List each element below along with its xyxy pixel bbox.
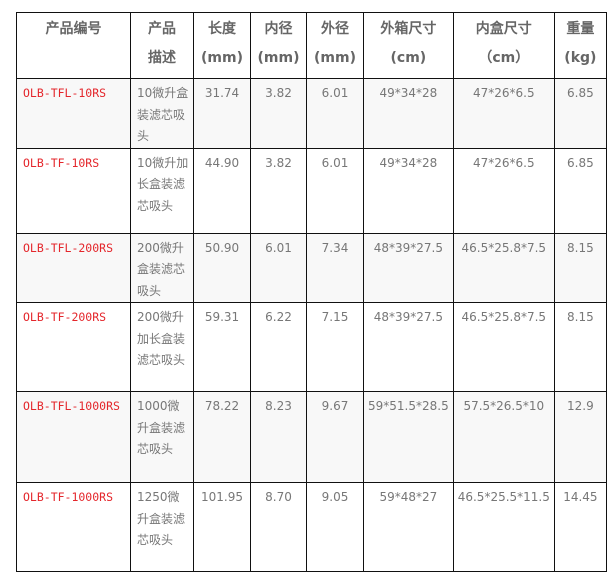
cell-inner: 3.82: [250, 147, 307, 234]
cell-desc: 10微升加长盒装滤芯吸头: [130, 147, 194, 234]
header-text: 重量: [566, 21, 595, 37]
header-text: 外箱尺寸: [380, 21, 437, 37]
cell-length: 44.90: [193, 147, 251, 234]
product-spec-table: 产品编号 产品 描述 长度 (mm) 内径 (mm) 外径 (mm) 外箱尺寸 (cm) 内盒尺寸 （c…: [16, 12, 607, 572]
table-row: OLB-TFL-200RS 200微升盒装滤芯吸头 50.90 6.01 7.34 48*…: [16, 232, 607, 303]
header-text: 内径: [264, 21, 293, 37]
header-text: (mm): [257, 50, 300, 66]
header-row: 产品编号 产品 描述 长度 (mm) 内径 (mm) 外径 (mm) 外箱尺寸 (cm) 内盒尺寸 （c…: [16, 12, 607, 79]
header-text: 产品编号: [45, 21, 102, 37]
column-header: 长度 (mm): [193, 12, 251, 79]
cell-outer: 9.05: [306, 482, 364, 572]
cell-code: OLB-TF-200RS: [16, 302, 131, 392]
header-text: 外径: [321, 21, 349, 37]
cell-length: 31.74: [193, 78, 251, 149]
cell-desc: 1000微升盒装滤芯吸头: [130, 391, 194, 483]
cell-weight: 12.9: [553, 391, 607, 483]
cell-weight: 8.15: [553, 232, 607, 303]
cell-carton: 48*39*27.5: [363, 232, 454, 303]
cell-weight: 14.45: [553, 482, 607, 572]
cell-outer: 7.34: [306, 232, 364, 303]
column-header: 内盒尺寸 （cm）: [452, 12, 555, 79]
cell-box: 46.5*25.8*7.5: [452, 232, 555, 303]
cell-box: 47*26*6.5: [452, 78, 555, 149]
cell-inner: 6.22: [250, 302, 307, 392]
column-header: 外箱尺寸 (cm): [363, 12, 454, 79]
cell-length: 50.90: [193, 232, 251, 303]
header-text: 内盒尺寸: [475, 21, 532, 37]
cell-carton: 49*34*28: [363, 147, 454, 234]
cell-box: 46.5*25.8*7.5: [452, 302, 555, 392]
header-text: 产品: [148, 21, 176, 37]
cell-carton: 49*34*28: [363, 78, 454, 149]
cell-desc: 1250微升盒装滤芯吸头: [130, 482, 194, 572]
column-header: 重量 (kg): [553, 12, 607, 79]
header-text: 长度: [208, 21, 236, 37]
cell-inner: 8.70: [250, 482, 307, 572]
table-row: OLB-TF-200RS 200微升加长盒装滤芯吸头 59.31 6.22 7.15 48…: [16, 302, 607, 392]
cell-box: 46.5*25.5*11.5: [452, 482, 555, 572]
cell-carton: 48*39*27.5: [363, 302, 454, 392]
cell-inner: 6.01: [250, 232, 307, 303]
header-text: (mm): [201, 50, 243, 66]
cell-outer: 6.01: [306, 78, 364, 149]
cell-code: OLB-TFL-1000RS: [16, 391, 131, 483]
header-text: (cm): [390, 50, 427, 66]
cell-length: 59.31: [193, 302, 251, 392]
cell-desc: 200微升加长盒装滤芯吸头: [130, 302, 194, 392]
table-row: OLB-TFL-1000RS 1000微升盒装滤芯吸头 78.22 8.23 9.67 5…: [16, 391, 607, 483]
cell-inner: 8.23: [250, 391, 307, 483]
table-row: OLB-TF-1000RS 1250微升盒装滤芯吸头 101.95 8.70 9.05 5…: [16, 482, 607, 572]
cell-code: OLB-TFL-200RS: [16, 232, 131, 303]
header-text: (kg): [564, 50, 597, 66]
cell-length: 78.22: [193, 391, 251, 483]
cell-outer: 9.67: [306, 391, 364, 483]
cell-weight: 6.85: [553, 147, 607, 234]
column-header: 内径 (mm): [250, 12, 307, 79]
table-row: OLB-TFL-10RS 10微升盒装滤芯吸头 31.74 3.82 6.01 49*34…: [16, 78, 607, 149]
column-header: 产品 描述: [130, 12, 194, 79]
header-text: （cm）: [478, 50, 530, 66]
cell-outer: 6.01: [306, 147, 364, 234]
cell-weight: 6.85: [553, 78, 607, 149]
cell-carton: 59*48*27: [363, 482, 454, 572]
header-text: 描述: [148, 50, 176, 66]
column-header: 外径 (mm): [306, 12, 364, 79]
column-header: 产品编号: [16, 12, 131, 79]
cell-code: OLB-TF-1000RS: [16, 482, 131, 572]
cell-length: 101.95: [193, 482, 251, 572]
table-row: OLB-TF-10RS 10微升加长盒装滤芯吸头 44.90 3.82 6.01 49*3…: [16, 147, 607, 234]
cell-weight: 8.15: [553, 302, 607, 392]
cell-code: OLB-TFL-10RS: [16, 78, 131, 149]
cell-box: 47*26*6.5: [452, 147, 555, 234]
cell-box: 57.5*26.5*10: [452, 391, 555, 483]
cell-carton: 59*51.5*28.5: [363, 391, 454, 483]
cell-code: OLB-TF-10RS: [16, 147, 131, 234]
cell-desc: 200微升盒装滤芯吸头: [130, 232, 194, 303]
header-text: (mm): [314, 50, 356, 66]
cell-desc: 10微升盒装滤芯吸头: [130, 78, 194, 149]
cell-inner: 3.82: [250, 78, 307, 149]
cell-outer: 7.15: [306, 302, 364, 392]
